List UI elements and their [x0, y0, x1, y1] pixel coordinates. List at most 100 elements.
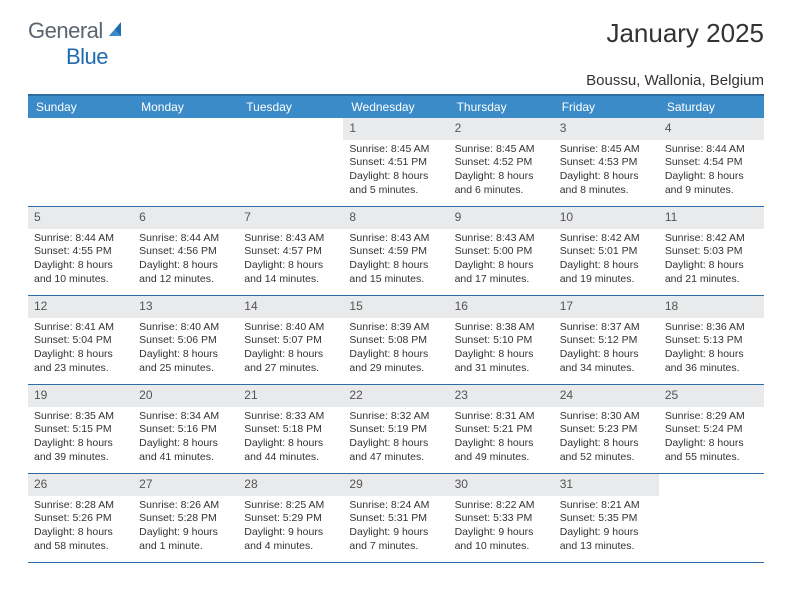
day-content: Sunrise: 8:37 AMSunset: 5:12 PMDaylight:…	[554, 318, 659, 382]
day-dl1: Daylight: 8 hours	[560, 437, 653, 451]
day-dl2: and 58 minutes.	[34, 540, 127, 554]
day-number: 10	[554, 207, 659, 229]
day-ss: Sunset: 5:24 PM	[665, 423, 758, 437]
day-number	[133, 118, 238, 124]
day-dl1: Daylight: 8 hours	[665, 259, 758, 273]
day-number: 27	[133, 474, 238, 496]
day-content: Sunrise: 8:30 AMSunset: 5:23 PMDaylight:…	[554, 407, 659, 471]
day-ss: Sunset: 4:55 PM	[34, 245, 127, 259]
day-sr: Sunrise: 8:36 AM	[665, 321, 758, 335]
day-content: Sunrise: 8:25 AMSunset: 5:29 PMDaylight:…	[238, 496, 343, 560]
day-content: Sunrise: 8:33 AMSunset: 5:18 PMDaylight:…	[238, 407, 343, 471]
day-sr: Sunrise: 8:30 AM	[560, 410, 653, 424]
day-ss: Sunset: 5:23 PM	[560, 423, 653, 437]
day-number: 5	[28, 207, 133, 229]
day-dl2: and 13 minutes.	[560, 540, 653, 554]
week-row: 1Sunrise: 8:45 AMSunset: 4:51 PMDaylight…	[28, 118, 764, 207]
day-dl1: Daylight: 8 hours	[244, 348, 337, 362]
day-sr: Sunrise: 8:39 AM	[349, 321, 442, 335]
day-dl1: Daylight: 9 hours	[139, 526, 232, 540]
brand-text: General Blue	[28, 18, 127, 70]
day-cell: 4Sunrise: 8:44 AMSunset: 4:54 PMDaylight…	[659, 118, 764, 206]
day-number: 12	[28, 296, 133, 318]
day-cell: 21Sunrise: 8:33 AMSunset: 5:18 PMDayligh…	[238, 385, 343, 473]
day-dl2: and 7 minutes.	[349, 540, 442, 554]
day-number: 21	[238, 385, 343, 407]
day-number: 1	[343, 118, 448, 140]
day-content: Sunrise: 8:43 AMSunset: 4:57 PMDaylight:…	[238, 229, 343, 293]
day-cell: 3Sunrise: 8:45 AMSunset: 4:53 PMDaylight…	[554, 118, 659, 206]
day-number: 15	[343, 296, 448, 318]
day-content: Sunrise: 8:45 AMSunset: 4:51 PMDaylight:…	[343, 140, 448, 204]
day-number: 11	[659, 207, 764, 229]
day-number: 2	[449, 118, 554, 140]
week-row: 19Sunrise: 8:35 AMSunset: 5:15 PMDayligh…	[28, 385, 764, 474]
day-sr: Sunrise: 8:42 AM	[560, 232, 653, 246]
day-cell: 15Sunrise: 8:39 AMSunset: 5:08 PMDayligh…	[343, 296, 448, 384]
day-cell: 12Sunrise: 8:41 AMSunset: 5:04 PMDayligh…	[28, 296, 133, 384]
day-number: 26	[28, 474, 133, 496]
day-content: Sunrise: 8:44 AMSunset: 4:56 PMDaylight:…	[133, 229, 238, 293]
day-cell	[659, 474, 764, 562]
day-dl1: Daylight: 8 hours	[139, 348, 232, 362]
day-sr: Sunrise: 8:33 AM	[244, 410, 337, 424]
day-sr: Sunrise: 8:44 AM	[34, 232, 127, 246]
day-dl2: and 5 minutes.	[349, 184, 442, 198]
day-dl2: and 15 minutes.	[349, 273, 442, 287]
day-number: 19	[28, 385, 133, 407]
day-sr: Sunrise: 8:21 AM	[560, 499, 653, 513]
day-cell: 28Sunrise: 8:25 AMSunset: 5:29 PMDayligh…	[238, 474, 343, 562]
brand-part1: General	[28, 18, 103, 43]
day-content: Sunrise: 8:43 AMSunset: 5:00 PMDaylight:…	[449, 229, 554, 293]
day-dl1: Daylight: 8 hours	[244, 437, 337, 451]
day-dl2: and 36 minutes.	[665, 362, 758, 376]
day-dl1: Daylight: 8 hours	[665, 170, 758, 184]
day-ss: Sunset: 5:00 PM	[455, 245, 548, 259]
day-dl1: Daylight: 8 hours	[349, 170, 442, 184]
day-content: Sunrise: 8:24 AMSunset: 5:31 PMDaylight:…	[343, 496, 448, 560]
day-dl2: and 19 minutes.	[560, 273, 653, 287]
day-cell: 8Sunrise: 8:43 AMSunset: 4:59 PMDaylight…	[343, 207, 448, 295]
day-content: Sunrise: 8:44 AMSunset: 4:55 PMDaylight:…	[28, 229, 133, 293]
day-cell: 22Sunrise: 8:32 AMSunset: 5:19 PMDayligh…	[343, 385, 448, 473]
day-ss: Sunset: 4:52 PM	[455, 156, 548, 170]
day-ss: Sunset: 4:57 PM	[244, 245, 337, 259]
day-dl1: Daylight: 8 hours	[665, 437, 758, 451]
day-cell: 29Sunrise: 8:24 AMSunset: 5:31 PMDayligh…	[343, 474, 448, 562]
day-number: 9	[449, 207, 554, 229]
day-content: Sunrise: 8:39 AMSunset: 5:08 PMDaylight:…	[343, 318, 448, 382]
day-dl1: Daylight: 9 hours	[349, 526, 442, 540]
day-ss: Sunset: 5:26 PM	[34, 512, 127, 526]
weekday-saturday: Saturday	[659, 96, 764, 118]
day-ss: Sunset: 4:51 PM	[349, 156, 442, 170]
day-sr: Sunrise: 8:38 AM	[455, 321, 548, 335]
day-sr: Sunrise: 8:25 AM	[244, 499, 337, 513]
day-sr: Sunrise: 8:31 AM	[455, 410, 548, 424]
day-number: 14	[238, 296, 343, 318]
day-sr: Sunrise: 8:45 AM	[560, 143, 653, 157]
day-ss: Sunset: 4:59 PM	[349, 245, 442, 259]
day-sr: Sunrise: 8:26 AM	[139, 499, 232, 513]
day-dl2: and 34 minutes.	[560, 362, 653, 376]
day-ss: Sunset: 5:35 PM	[560, 512, 653, 526]
day-content: Sunrise: 8:22 AMSunset: 5:33 PMDaylight:…	[449, 496, 554, 560]
week-row: 12Sunrise: 8:41 AMSunset: 5:04 PMDayligh…	[28, 296, 764, 385]
day-cell	[133, 118, 238, 206]
day-sr: Sunrise: 8:44 AM	[139, 232, 232, 246]
day-dl2: and 39 minutes.	[34, 451, 127, 465]
day-dl2: and 55 minutes.	[665, 451, 758, 465]
day-number: 28	[238, 474, 343, 496]
day-number: 7	[238, 207, 343, 229]
day-dl1: Daylight: 9 hours	[455, 526, 548, 540]
day-content: Sunrise: 8:43 AMSunset: 4:59 PMDaylight:…	[343, 229, 448, 293]
day-dl1: Daylight: 8 hours	[560, 348, 653, 362]
day-cell: 1Sunrise: 8:45 AMSunset: 4:51 PMDaylight…	[343, 118, 448, 206]
day-content: Sunrise: 8:42 AMSunset: 5:01 PMDaylight:…	[554, 229, 659, 293]
day-cell: 14Sunrise: 8:40 AMSunset: 5:07 PMDayligh…	[238, 296, 343, 384]
day-ss: Sunset: 5:07 PM	[244, 334, 337, 348]
day-cell: 13Sunrise: 8:40 AMSunset: 5:06 PMDayligh…	[133, 296, 238, 384]
day-content: Sunrise: 8:32 AMSunset: 5:19 PMDaylight:…	[343, 407, 448, 471]
calendar: Sunday Monday Tuesday Wednesday Thursday…	[28, 96, 764, 563]
day-dl1: Daylight: 8 hours	[139, 259, 232, 273]
header: General Blue January 2025	[0, 0, 792, 70]
